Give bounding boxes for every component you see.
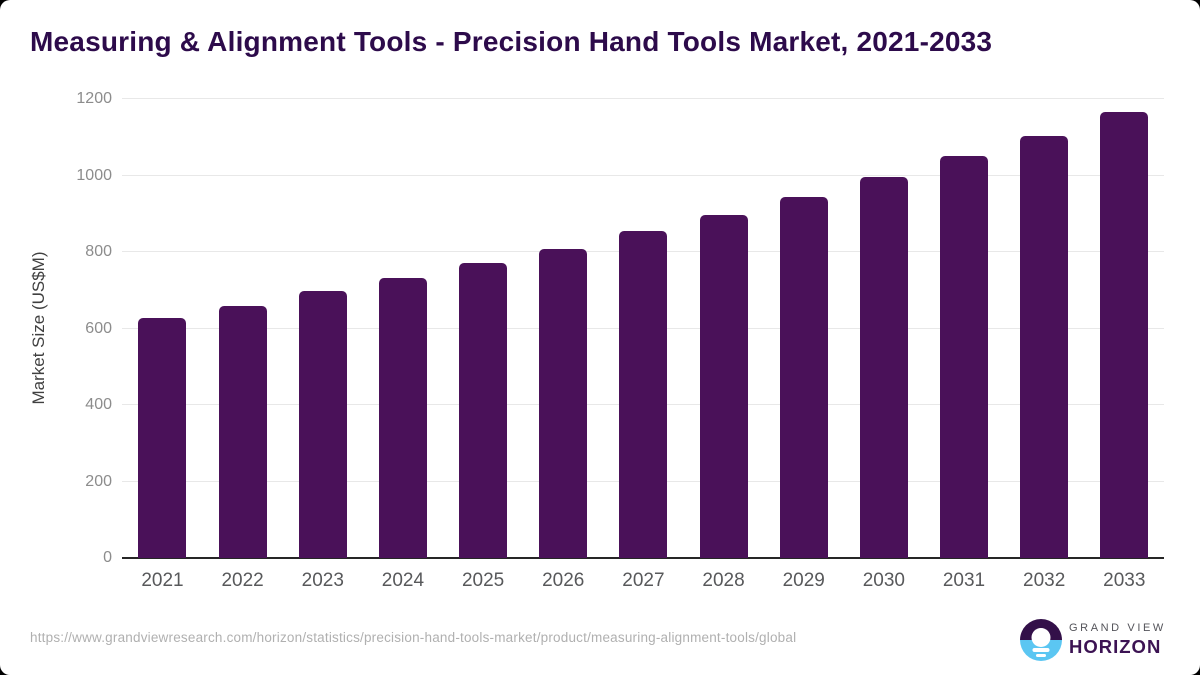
bar-2030	[859, 176, 908, 558]
bar-2024	[378, 277, 427, 558]
horizon-sun-icon	[1020, 619, 1062, 661]
y-tick-label-1200: 1200	[76, 90, 112, 107]
source-url: https://www.grandviewresearch.com/horizo…	[30, 630, 797, 645]
y-tick-label-400: 400	[85, 396, 112, 413]
plot-area: 0 200 400 600 800 1000 1200 2021 2022 2023 2024 202…	[76, 90, 1164, 591]
x-tick-label-2030: 2030	[862, 570, 905, 591]
x-tick-label-2022: 2022	[221, 570, 264, 591]
bar-2022	[218, 305, 267, 558]
water-stripe	[1036, 653, 1046, 657]
x-tick-label-2032: 2032	[1023, 570, 1066, 591]
x-tick-label-2025: 2025	[461, 570, 505, 591]
page-title: Measuring & Alignment Tools - Precision …	[30, 26, 993, 57]
bar-2023	[298, 291, 347, 558]
x-tick-label-2028: 2028	[702, 570, 745, 591]
x-tick-label-2033: 2033	[1103, 570, 1146, 591]
x-tick-label-2024: 2024	[381, 570, 425, 591]
bar-2027	[619, 231, 668, 558]
water-stripe	[1032, 648, 1050, 652]
y-tick-label-200: 200	[85, 472, 112, 490]
bar-2021	[138, 317, 187, 558]
y-tick-label-1000: 1000	[76, 166, 112, 184]
bar-2025	[459, 263, 508, 558]
gridline-1200	[122, 98, 1164, 99]
x-tick-label-2021: 2021	[141, 570, 184, 591]
brand-logo: GRAND VIEW HORIZON	[1020, 619, 1166, 661]
x-tick-label-2023: 2023	[301, 570, 344, 591]
y-tick-label-0: 0	[103, 549, 112, 566]
bar-2029	[779, 196, 828, 558]
brand-name-top: GRAND VIEW	[1069, 622, 1166, 634]
brand-name-bottom: HORIZON	[1069, 636, 1162, 657]
x-tick-label-2029: 2029	[782, 570, 825, 591]
bar-2028	[699, 214, 748, 558]
x-tick-label-2031: 2031	[942, 570, 986, 591]
brand-text: GRAND VIEW HORIZON	[1069, 622, 1166, 658]
bar-2032	[1020, 135, 1069, 558]
bar-2031	[940, 156, 988, 558]
bar-2033	[1100, 112, 1149, 558]
y-tick-label-800: 800	[85, 243, 112, 260]
x-axis-line	[122, 557, 1164, 559]
x-tick-label-2026: 2026	[542, 570, 585, 591]
y-tick-label-600: 600	[85, 319, 112, 337]
sun-circle	[1031, 628, 1051, 647]
x-tick-label-2027: 2027	[622, 570, 665, 591]
gridline-1000	[122, 174, 1164, 176]
y-axis-title: Market Size (US$M)	[29, 251, 48, 405]
bar-2026	[539, 248, 588, 558]
